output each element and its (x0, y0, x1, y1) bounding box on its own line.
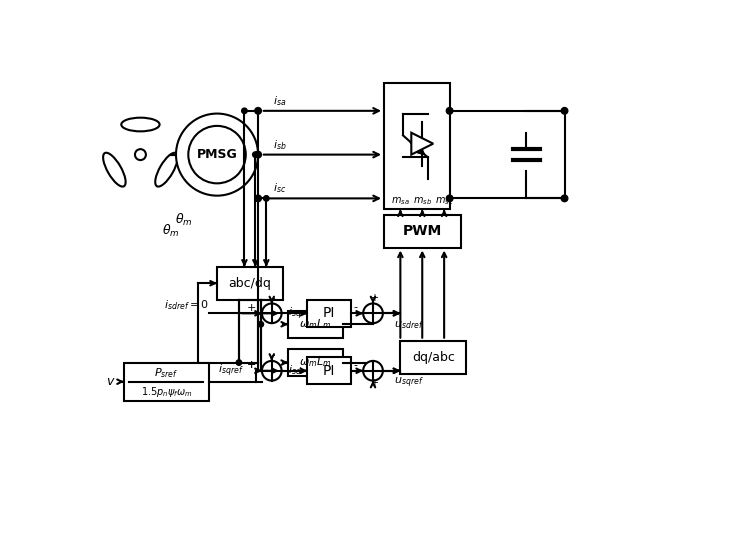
Text: +: + (247, 302, 257, 312)
Text: PI: PI (323, 364, 336, 378)
Circle shape (255, 108, 261, 114)
Bar (401, 340, 466, 373)
Bar (384, 215, 460, 248)
Polygon shape (411, 133, 433, 155)
Text: $i_{sdref}=0$: $i_{sdref}=0$ (163, 298, 209, 312)
Bar (124, 362, 209, 401)
Text: +: + (370, 378, 378, 388)
Ellipse shape (122, 118, 160, 131)
Text: $i_{sqref}$: $i_{sqref}$ (218, 363, 244, 379)
Text: PMSG: PMSG (197, 148, 237, 161)
Text: -: - (354, 302, 357, 312)
Bar (288, 349, 343, 376)
Text: PWM: PWM (403, 224, 442, 238)
Bar (307, 300, 351, 327)
Text: PI: PI (323, 306, 336, 320)
Circle shape (255, 151, 261, 158)
Circle shape (236, 360, 242, 365)
Text: $i_{sd}$: $i_{sd}$ (288, 364, 302, 377)
Text: -: - (271, 350, 275, 360)
Text: $u_{sqref}$: $u_{sqref}$ (394, 376, 424, 390)
Circle shape (176, 113, 258, 196)
Text: $\theta_m$: $\theta_m$ (175, 212, 193, 228)
Ellipse shape (155, 153, 178, 186)
Circle shape (242, 108, 247, 113)
Circle shape (446, 195, 453, 202)
Circle shape (188, 126, 245, 183)
Bar (217, 267, 283, 300)
Circle shape (263, 196, 269, 201)
Circle shape (135, 149, 146, 160)
Circle shape (446, 108, 453, 114)
Text: -: - (271, 293, 275, 303)
Circle shape (253, 152, 258, 157)
Bar (288, 311, 343, 338)
Text: $m_{sc}$: $m_{sc}$ (435, 195, 454, 207)
Text: +: + (370, 293, 378, 303)
Circle shape (258, 322, 263, 327)
Text: $i_{sa}$: $i_{sa}$ (273, 94, 286, 108)
Text: $u_{sdref}$: $u_{sdref}$ (394, 319, 424, 331)
Text: $m_{sa}$: $m_{sa}$ (391, 195, 410, 207)
Text: $i_{sc}$: $i_{sc}$ (273, 182, 286, 195)
Circle shape (561, 108, 568, 114)
Text: dq/abc: dq/abc (412, 350, 454, 364)
Bar (307, 357, 351, 384)
Circle shape (363, 361, 383, 381)
Text: $\omega_m L_m$: $\omega_m L_m$ (299, 317, 332, 331)
Text: abc/dq: abc/dq (228, 277, 272, 290)
Text: $1.5p_n\psi_f\omega_m$: $1.5p_n\psi_f\omega_m$ (140, 386, 192, 399)
Text: $P_{sref}$: $P_{sref}$ (154, 366, 178, 380)
Circle shape (262, 361, 281, 381)
Circle shape (561, 195, 568, 202)
Bar (384, 84, 450, 210)
Circle shape (363, 304, 383, 323)
Text: +: + (247, 360, 257, 370)
Text: +: + (247, 360, 257, 370)
Text: $i_{sq}$: $i_{sq}$ (288, 305, 302, 322)
Text: $v$: $v$ (106, 375, 115, 388)
Text: -: - (354, 360, 357, 370)
Text: $\theta_m$: $\theta_m$ (162, 223, 179, 239)
Text: $i_{sb}$: $i_{sb}$ (273, 138, 286, 152)
Text: $m_{sb}$: $m_{sb}$ (413, 195, 432, 207)
Ellipse shape (103, 153, 125, 186)
Text: $\omega_m L_m$: $\omega_m L_m$ (299, 356, 332, 370)
Circle shape (255, 195, 261, 202)
Circle shape (262, 304, 281, 323)
